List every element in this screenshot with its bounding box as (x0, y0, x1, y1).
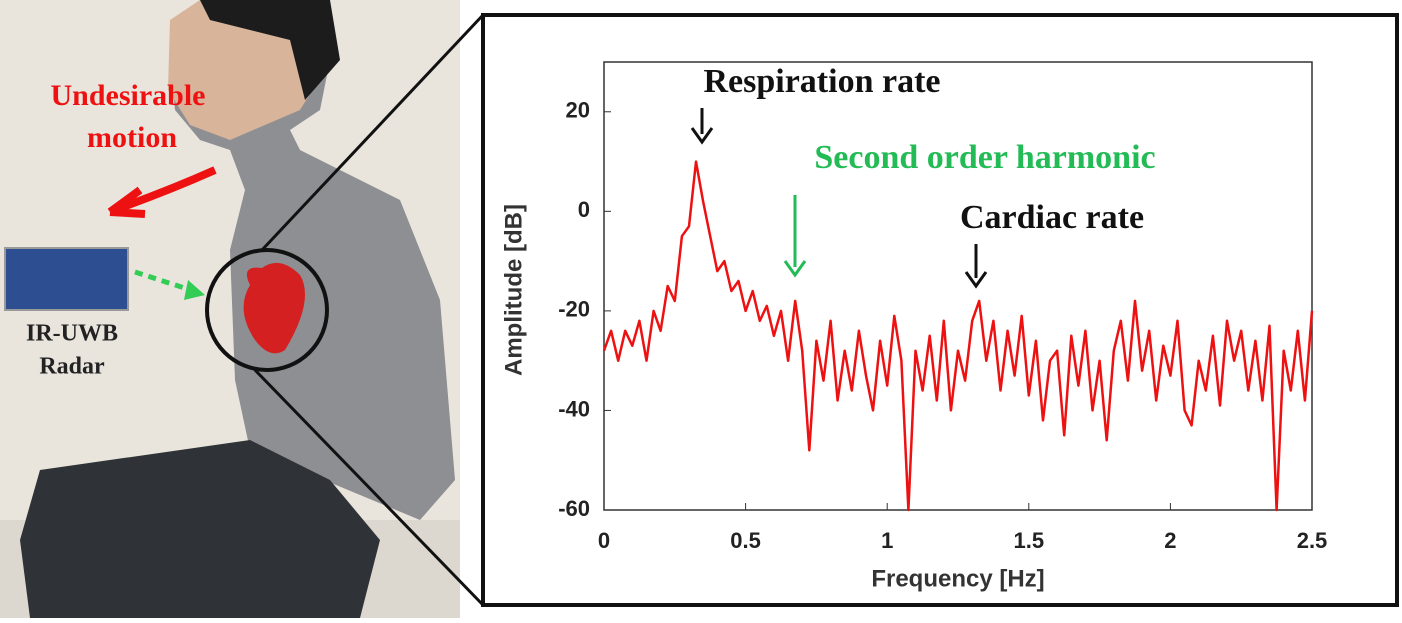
annotation-arrow-head (690, 127, 714, 145)
zoom-circle (205, 248, 329, 372)
photo: Undesirable motion IR-UWB Radar (0, 0, 460, 618)
radar-label: Radar (39, 354, 105, 380)
zoom-line (253, 368, 485, 607)
annotation-arrow-head (783, 260, 807, 278)
y-tick-label: -40 (558, 396, 590, 421)
zoom-line (260, 13, 485, 252)
x-tick-label: 2 (1164, 528, 1176, 553)
y-tick-label: 0 (578, 197, 590, 222)
annotation: Respiration rate (703, 63, 940, 100)
x-tick-label: 2.5 (1297, 528, 1328, 553)
chart-panel (481, 13, 1399, 607)
heart (243, 262, 305, 354)
plot-frame (603, 61, 1313, 511)
motion-label: motion (87, 121, 177, 154)
annotation: Second order harmonic (814, 139, 1155, 176)
annotation: Cardiac rate (960, 199, 1144, 236)
y-tick-label: -20 (558, 297, 590, 322)
x-tick-label: 0 (598, 528, 610, 553)
y-axis-label: Amplitude [dB] (500, 204, 527, 376)
person-legs (20, 440, 380, 618)
person-hair (200, 0, 340, 100)
motion-arrow (118, 166, 217, 212)
motion-label: Undesirable (50, 79, 205, 112)
spectrum-line (602, 160, 1314, 512)
x-tick-label: 1 (881, 528, 893, 553)
x-tick-label: 0.5 (730, 528, 761, 553)
x-tick-label: 1.5 (1014, 528, 1045, 553)
motion-arrow-head (107, 186, 146, 218)
signal-arrow-head (184, 280, 205, 300)
radar-device (4, 247, 129, 311)
y-tick-label: -60 (558, 496, 590, 521)
y-tick-label: 20 (566, 98, 590, 123)
x-axis-label: Frequency [Hz] (871, 565, 1044, 592)
annotation-arrow-head (964, 271, 988, 289)
radar-label: IR-UWB (26, 321, 118, 347)
